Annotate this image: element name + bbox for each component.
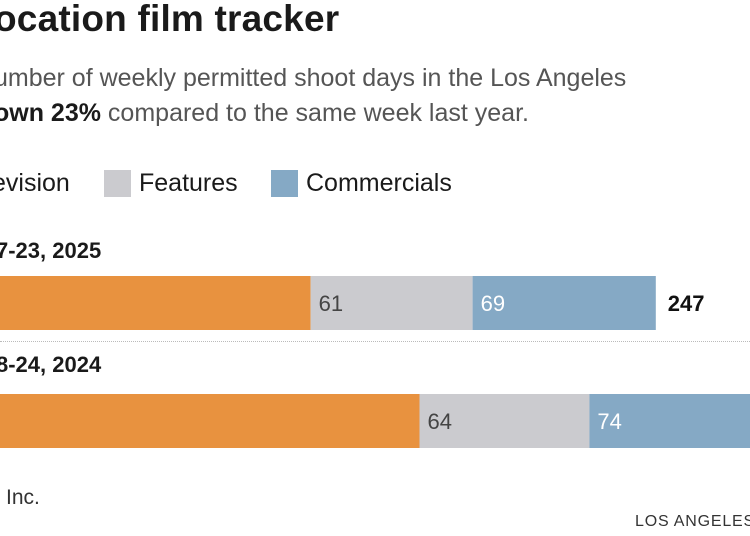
bar-features-row-2 — [419, 394, 590, 448]
bar-features-row-1 — [310, 276, 473, 330]
category-label-2025: 7-23, 2025 — [0, 238, 102, 263]
bar-television-row-1 — [0, 276, 311, 330]
legend-swatch-features — [104, 170, 131, 197]
subtitle-highlight: own 23% — [0, 99, 101, 127]
category-label-2024: 8-24, 2024 — [0, 352, 102, 377]
legend-label-television: evision — [0, 169, 70, 197]
value-label-commercials-row-1: 69 — [481, 291, 505, 316]
chart-title: ocation film tracker — [0, 0, 340, 39]
value-label-features-row-2: 64 — [428, 409, 452, 434]
value-label-commercials-row-2: 74 — [597, 409, 621, 434]
row-divider — [0, 341, 750, 342]
legend-label-features: Features — [139, 169, 238, 197]
subtitle-rest: compared to the same week last year. — [100, 99, 529, 127]
bar-television-row-2 — [0, 394, 420, 448]
legend-swatch-commercials — [271, 170, 298, 197]
publisher-credit: LOS ANGELES — [635, 513, 750, 530]
value-label-features-row-1: 61 — [319, 291, 343, 316]
chart-subtitle-line-1: umber of weekly permitted shoot days in … — [0, 64, 627, 92]
legend-label-commercials: Commercials — [306, 169, 452, 197]
bar-commercials-row-2 — [589, 394, 750, 448]
total-label-row-1: 247 — [668, 291, 705, 316]
bar-commercials-row-1 — [472, 276, 656, 330]
source-note: Inc. — [6, 486, 40, 509]
chart-subtitle-line-2: own 23% compared to the same week last y… — [0, 99, 529, 128]
